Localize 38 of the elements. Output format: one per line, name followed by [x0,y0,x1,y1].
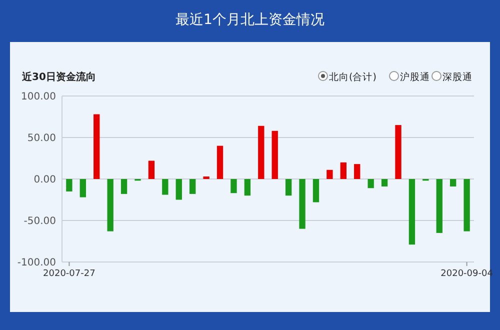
bar [436,179,442,233]
bar [326,170,333,179]
bar [176,179,182,200]
bar [190,179,196,194]
y-tick-label: 100.00 [21,92,56,102]
chart-subtitle: 近30日资金流向 [21,71,96,83]
y-tick-label: 0.00 [34,174,56,186]
bar [395,125,402,179]
bar [230,179,237,194]
bar [148,160,155,179]
bar [94,114,100,179]
text: 沪股通 [400,71,430,83]
bar [381,179,388,186]
bar [285,179,292,196]
bar [66,179,72,192]
bar [368,179,374,188]
y-tick-label: -100.00 [17,258,56,268]
bar [450,179,456,186]
bar [299,179,306,229]
bar [354,164,360,179]
bar [162,179,168,195]
bar [272,130,278,179]
chart-title: 最近1个月北上资金情况 [176,12,324,28]
bar [80,179,86,198]
bar [216,146,224,179]
bar [107,179,114,232]
text: 北向(合计) [329,71,376,83]
bar [258,126,264,179]
y-tick-label: -50.00 [24,216,56,227]
bar [408,179,416,245]
bar [312,179,320,202]
bar [120,179,128,194]
x-tick-label: 2020-07-27 [43,269,96,279]
bar [464,179,470,232]
text: 深股通 [442,71,472,83]
bar [340,162,346,179]
y-tick-label: 50.00 [27,133,56,144]
bar [244,179,251,196]
